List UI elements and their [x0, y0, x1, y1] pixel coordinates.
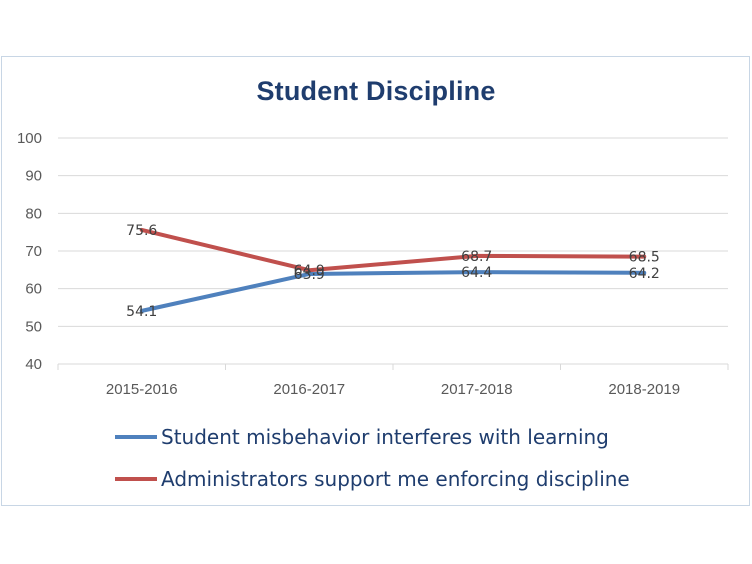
y-tick-label-40: 40 [25, 356, 42, 373]
series-line-0 [139, 270, 647, 313]
y-tick-label-80: 80 [25, 205, 42, 222]
legend-item-misbehavior: Student misbehavior interferes with lear… [115, 416, 630, 458]
x-tick-label-2016-2017: 2016-2017 [273, 381, 345, 398]
x-tick-label-2017-2018: 2017-2018 [441, 381, 513, 398]
series-line-1 [139, 227, 647, 273]
y-tick-label-60: 60 [25, 281, 42, 298]
data-label-s1-1: 64.9 [294, 263, 325, 279]
y-tick-label-70: 70 [25, 243, 42, 260]
y-tick-label-100: 100 [17, 130, 42, 147]
data-label-s0-2: 64.4 [461, 265, 492, 281]
legend-label-administrators: Administrators support me enforcing disc… [161, 467, 630, 491]
x-tick-label-2018-2019: 2018-2019 [608, 381, 680, 398]
data-label-s0-0: 54.1 [126, 304, 157, 320]
data-label-s0-3: 64.2 [629, 266, 660, 282]
y-tick-label-50: 50 [25, 318, 42, 335]
legend-swatch-administrators [115, 477, 157, 481]
legend-item-administrators: Administrators support me enforcing disc… [115, 458, 630, 500]
data-label-s0-1: 63.9 [294, 267, 325, 283]
legend-swatch-misbehavior [115, 435, 157, 439]
data-label-s1-3: 68.5 [629, 250, 660, 266]
legend: Student misbehavior interferes with lear… [115, 416, 630, 500]
data-label-s1-2: 68.7 [461, 249, 492, 265]
chart-area [1, 56, 750, 506]
y-tick-label-90: 90 [25, 168, 42, 185]
legend-label-misbehavior: Student misbehavior interferes with lear… [161, 425, 609, 449]
chart-title: Student Discipline [256, 76, 496, 106]
data-label-s1-0: 75.6 [126, 223, 157, 239]
x-tick-label-2015-2016: 2015-2016 [106, 381, 178, 398]
